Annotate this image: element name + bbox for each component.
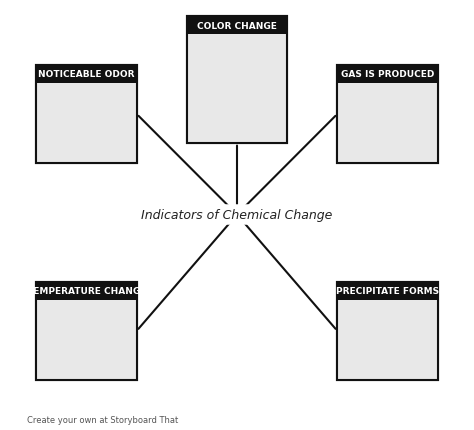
FancyBboxPatch shape (36, 65, 137, 83)
FancyBboxPatch shape (337, 83, 438, 164)
Text: Create your own at Storyboard That: Create your own at Storyboard That (27, 415, 178, 424)
FancyBboxPatch shape (36, 65, 137, 164)
Text: NOTICEABLE ODOR: NOTICEABLE ODOR (38, 70, 135, 79)
FancyBboxPatch shape (36, 282, 137, 300)
FancyBboxPatch shape (187, 35, 287, 144)
FancyBboxPatch shape (337, 282, 438, 381)
FancyBboxPatch shape (187, 17, 287, 35)
Text: COLOR CHANGE: COLOR CHANGE (197, 22, 277, 31)
Text: Indicators of Chemical Change: Indicators of Chemical Change (141, 209, 333, 221)
FancyBboxPatch shape (337, 65, 438, 83)
FancyBboxPatch shape (337, 282, 438, 300)
Text: TEMPERATURE CHANGE: TEMPERATURE CHANGE (27, 286, 146, 295)
FancyBboxPatch shape (36, 282, 137, 381)
FancyBboxPatch shape (337, 300, 438, 381)
FancyBboxPatch shape (187, 17, 287, 144)
Text: GAS IS PRODUCED: GAS IS PRODUCED (341, 70, 435, 79)
FancyBboxPatch shape (36, 300, 137, 381)
FancyBboxPatch shape (337, 65, 438, 164)
Text: PRECIPITATE FORMS: PRECIPITATE FORMS (336, 286, 439, 295)
FancyBboxPatch shape (36, 83, 137, 164)
